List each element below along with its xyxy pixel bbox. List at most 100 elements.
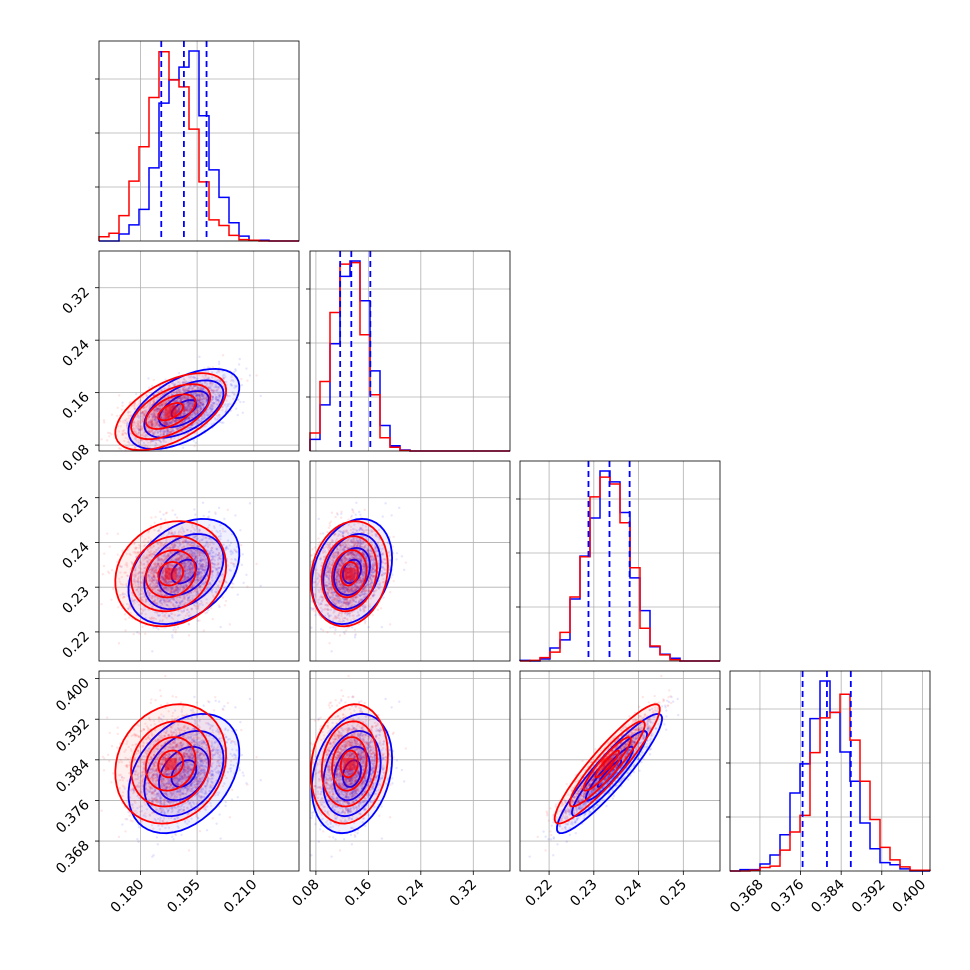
scatter-point-series-0 <box>168 421 171 425</box>
scatter-point-series-0 <box>192 439 195 442</box>
scatter-point-series-1 <box>158 407 161 410</box>
scatter-point-series-1 <box>160 416 164 420</box>
scatter-point-series-0 <box>195 394 198 397</box>
scatter-point-series-1 <box>191 404 194 408</box>
scatter-point-series-0 <box>184 388 187 391</box>
scatter-point-series-0 <box>134 456 136 458</box>
scatter-point-series-1 <box>195 391 198 394</box>
scatter-point-series-0 <box>203 416 207 419</box>
scatter-point-series-0 <box>215 414 218 417</box>
scatter-point-series-1 <box>147 415 151 418</box>
scatter-point-series-1 <box>141 433 144 436</box>
scatter-point-series-1 <box>185 408 189 411</box>
scatter-point-series-0 <box>201 394 204 398</box>
scatter-point-series-0 <box>197 406 201 409</box>
scatter-point-series-0 <box>197 394 201 398</box>
scatter-point-series-1 <box>173 421 177 424</box>
scatter-point-series-0 <box>186 407 190 410</box>
scatter-point-series-0 <box>205 398 209 401</box>
scatter-point-series-0 <box>191 400 194 404</box>
scatter-point-series-0 <box>199 393 202 397</box>
scatter-point-series-0 <box>197 394 201 398</box>
scatter-point-series-0 <box>155 419 159 422</box>
panel-body <box>100 501 262 653</box>
scatter-point-series-0 <box>211 381 214 385</box>
scatter-point-series-0 <box>217 396 220 399</box>
scatter-point-series-1 <box>199 386 203 390</box>
scatter-point-series-1 <box>110 433 113 436</box>
scatter-point-series-0 <box>216 391 220 394</box>
scatter-point-series-1 <box>146 427 149 430</box>
scatter-point-series-1 <box>200 401 203 404</box>
scatter-point-series-0 <box>214 386 218 389</box>
scatter-point-series-1 <box>197 409 200 412</box>
scatter-point-series-0 <box>177 389 181 392</box>
scatter-point-series-1 <box>193 412 196 415</box>
histogram-step-series-1 <box>520 476 720 662</box>
scatter-point-series-0 <box>162 513 165 516</box>
scatter-point-series-1 <box>193 411 197 414</box>
scatter-point-series-0 <box>163 417 167 420</box>
scatter-point-series-0 <box>198 394 201 397</box>
scatter-point-series-1 <box>232 397 235 401</box>
scatter-point-series-0 <box>201 395 205 398</box>
scatter-point-series-1 <box>226 395 229 398</box>
scatter-point-series-0 <box>179 398 183 401</box>
scatter-point-series-1 <box>117 465 119 467</box>
scatter-point-series-1 <box>152 399 155 402</box>
scatter-point-series-1 <box>222 376 225 379</box>
scatter-point-series-0 <box>199 387 203 391</box>
scatter-point-series-0 <box>212 402 215 405</box>
scatter-point-series-0 <box>185 417 189 421</box>
scatter-point-series-0 <box>248 374 252 377</box>
scatter-point-series-0 <box>198 401 201 404</box>
scatter-point-series-1 <box>137 433 140 437</box>
scatter-point-series-0 <box>194 391 197 395</box>
scatter-point-series-1 <box>218 413 221 417</box>
scatter-point-series-1 <box>240 377 243 381</box>
scatter-point-series-0 <box>223 373 226 376</box>
scatter-point-series-0 <box>191 400 194 404</box>
scatter-point-series-1 <box>156 423 159 426</box>
scatter-point-series-0 <box>208 382 212 385</box>
scatter-point-series-1 <box>119 456 121 458</box>
scatter-point-series-0 <box>211 407 214 410</box>
scatter-point-series-1 <box>131 427 135 430</box>
scatter-point-series-0 <box>161 416 164 419</box>
scatter-point-series-0 <box>204 411 207 414</box>
scatter-point-series-1 <box>179 397 182 401</box>
scatter-point-series-0 <box>159 425 163 428</box>
scatter-point-series-0 <box>201 394 204 398</box>
scatter-point-series-1 <box>149 441 152 444</box>
scatter-point-series-0 <box>166 430 170 433</box>
scatter-point-series-1 <box>170 437 173 440</box>
scatter-point-series-1 <box>139 429 142 432</box>
scatter-point-series-1 <box>128 442 131 445</box>
scatter-point-series-0 <box>201 397 204 401</box>
scatter-point-series-1 <box>198 398 202 402</box>
scatter-point-series-1 <box>155 408 159 411</box>
scatter-point-series-1 <box>132 632 135 636</box>
scatter-point-series-1 <box>191 387 195 391</box>
scatter-point-series-0 <box>210 398 213 402</box>
scatter-point-series-0 <box>194 393 198 396</box>
scatter-point-series-1 <box>121 432 125 435</box>
scatter-point-series-0 <box>213 402 216 405</box>
scatter-point-series-0 <box>202 396 205 399</box>
scatter-point-series-1 <box>161 402 164 406</box>
scatter-point-series-1 <box>186 437 189 441</box>
scatter-point-series-0 <box>165 429 169 433</box>
scatter-point-series-0 <box>187 386 191 390</box>
scatter-point-series-0 <box>179 389 182 392</box>
scatter-point-series-0 <box>214 396 218 399</box>
scatter-point-series-0 <box>157 408 161 411</box>
scatter-point-series-0 <box>210 407 213 411</box>
scatter-point-series-1 <box>197 407 200 411</box>
scatter-point-series-0 <box>172 420 175 423</box>
scatter-point-series-0 <box>176 409 179 413</box>
scatter-point-series-1 <box>145 394 148 398</box>
scatter-point-series-0 <box>160 388 164 391</box>
scatter-point-series-0 <box>189 404 192 408</box>
scatter-point-series-0 <box>154 423 157 427</box>
scatter-point-series-1 <box>163 401 167 404</box>
